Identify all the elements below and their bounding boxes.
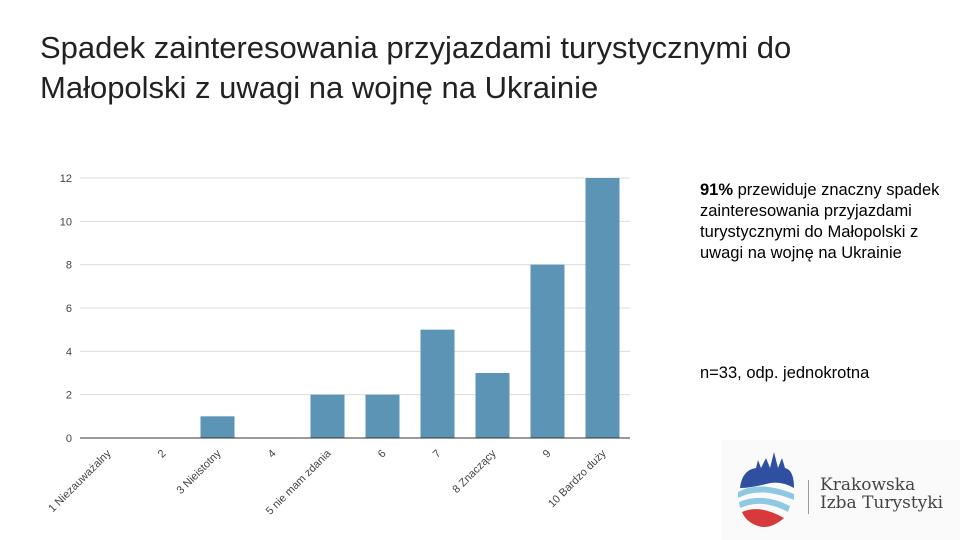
x-tick-label: 9 <box>541 448 554 461</box>
y-tick-label: 10 <box>60 216 72 228</box>
bar <box>200 416 235 438</box>
sample-info: n=33, odp. jednokrotna <box>700 364 870 382</box>
logo-line2: Izba Turystyki <box>820 493 944 513</box>
x-tick-label: 2 <box>156 448 169 461</box>
x-tick-label: 4 <box>266 448 279 461</box>
y-tick-label: 4 <box>66 346 72 358</box>
summary-percent: 91% <box>700 181 734 199</box>
bar <box>475 373 510 438</box>
logo: Krakowska Izba Turystyki <box>722 440 960 540</box>
y-tick-label: 12 <box>60 173 72 185</box>
y-tick-label: 2 <box>66 390 72 402</box>
y-tick-label: 0 <box>66 433 72 445</box>
x-tick-label: 10 Bardzo duży <box>546 447 609 510</box>
y-tick-label: 6 <box>66 303 72 315</box>
bar <box>310 394 345 438</box>
summary-text: przewiduje znaczny spadek zainteresowani… <box>700 181 940 262</box>
logo-emblem-icon <box>738 452 794 527</box>
bar <box>585 178 620 438</box>
logo-line1: Krakowska <box>820 475 916 495</box>
slide-title: Spadek zainteresowania przyjazdami turys… <box>40 30 792 105</box>
logo-divider <box>808 480 809 514</box>
bar <box>420 329 455 438</box>
summary-note: 91% przewiduje znaczny spadek zaintereso… <box>700 180 950 264</box>
x-tick-label: 6 <box>376 448 389 461</box>
x-tick-label: 1 Niezauważalny <box>46 447 114 515</box>
bar <box>530 264 565 438</box>
y-tick-label: 8 <box>66 260 72 272</box>
x-tick-label: 3 Nieistotny <box>174 447 223 496</box>
bar <box>365 394 400 438</box>
x-tick-label: 7 <box>431 448 444 461</box>
logo-text: Krakowska Izba Turystyki <box>820 476 943 512</box>
x-tick-label: 8 Znaczący <box>450 447 499 496</box>
